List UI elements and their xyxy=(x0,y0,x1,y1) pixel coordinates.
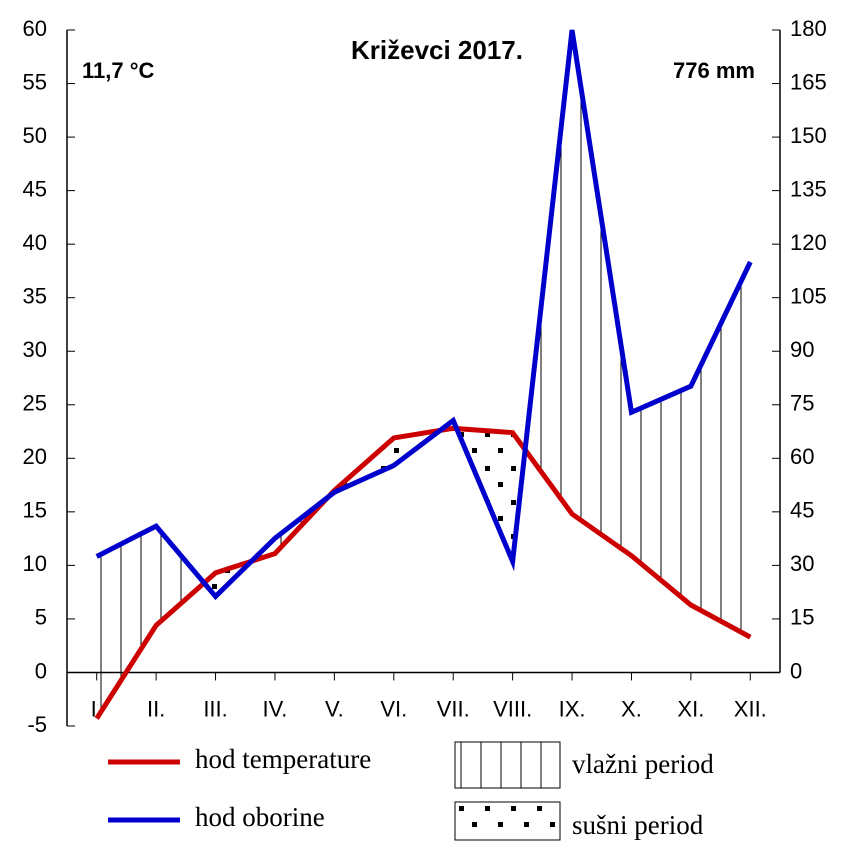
y-tick-label: 35 xyxy=(23,284,47,309)
y-tick-label: 40 xyxy=(23,230,47,255)
x-tick-label: XII. xyxy=(734,696,767,721)
x-tick-label: IX. xyxy=(559,696,586,721)
y2-tick-label: 60 xyxy=(790,444,814,469)
y2-tick-label: 180 xyxy=(790,16,827,41)
annotation: 776 mm xyxy=(673,58,755,83)
x-tick-label: XI. xyxy=(677,696,704,721)
legend-wet-swatch xyxy=(454,741,561,789)
x-tick-label: VIII. xyxy=(493,696,532,721)
y2-tick-label: 165 xyxy=(790,69,827,94)
y-tick-label: 30 xyxy=(23,337,47,362)
y2-tick-label: 90 xyxy=(790,337,814,362)
y2-tick-label: 135 xyxy=(790,176,827,201)
y2-tick-label: 30 xyxy=(790,551,814,576)
x-tick-label: VII. xyxy=(437,696,470,721)
y2-tick-label: 150 xyxy=(790,123,827,148)
y-tick-label: 55 xyxy=(23,69,47,94)
series-line xyxy=(95,29,753,601)
x-tick-label: III. xyxy=(203,696,227,721)
y2-tick-label: 15 xyxy=(790,605,814,630)
y2-tick-label: 75 xyxy=(790,391,814,416)
legend-label: hod temperature xyxy=(195,744,371,774)
chart-title: Križevci 2017. xyxy=(351,35,523,65)
legend-label: sušni period xyxy=(572,810,704,840)
annotation: 11,7 °C xyxy=(82,58,155,83)
x-tick-label: X. xyxy=(621,696,642,721)
y2-tick-label: 105 xyxy=(790,284,827,309)
legend-dry-swatch xyxy=(454,801,561,841)
y-tick-label: 50 xyxy=(23,123,47,148)
legend-label: vlažni period xyxy=(572,749,714,779)
y-tick-label: 0 xyxy=(35,658,47,683)
y-tick-label: 10 xyxy=(23,551,47,576)
x-tick-label: VI. xyxy=(380,696,407,721)
y2-tick-label: 120 xyxy=(790,230,827,255)
y-tick-label: 20 xyxy=(23,444,47,469)
y-tick-label: 5 xyxy=(35,605,47,630)
y2-tick-label: 0 xyxy=(790,658,802,683)
legend-label: hod oborine xyxy=(195,802,325,832)
y-tick-label: 60 xyxy=(23,16,47,41)
x-tick-label: II. xyxy=(147,696,165,721)
y2-tick-label: 45 xyxy=(790,498,814,523)
x-tick-label: IV. xyxy=(263,696,288,721)
y-tick-label: 45 xyxy=(23,176,47,201)
y-tick-label: 15 xyxy=(23,498,47,523)
y-tick-label: -5 xyxy=(27,712,47,737)
x-tick-label: V. xyxy=(325,696,344,721)
y-tick-label: 25 xyxy=(23,391,47,416)
